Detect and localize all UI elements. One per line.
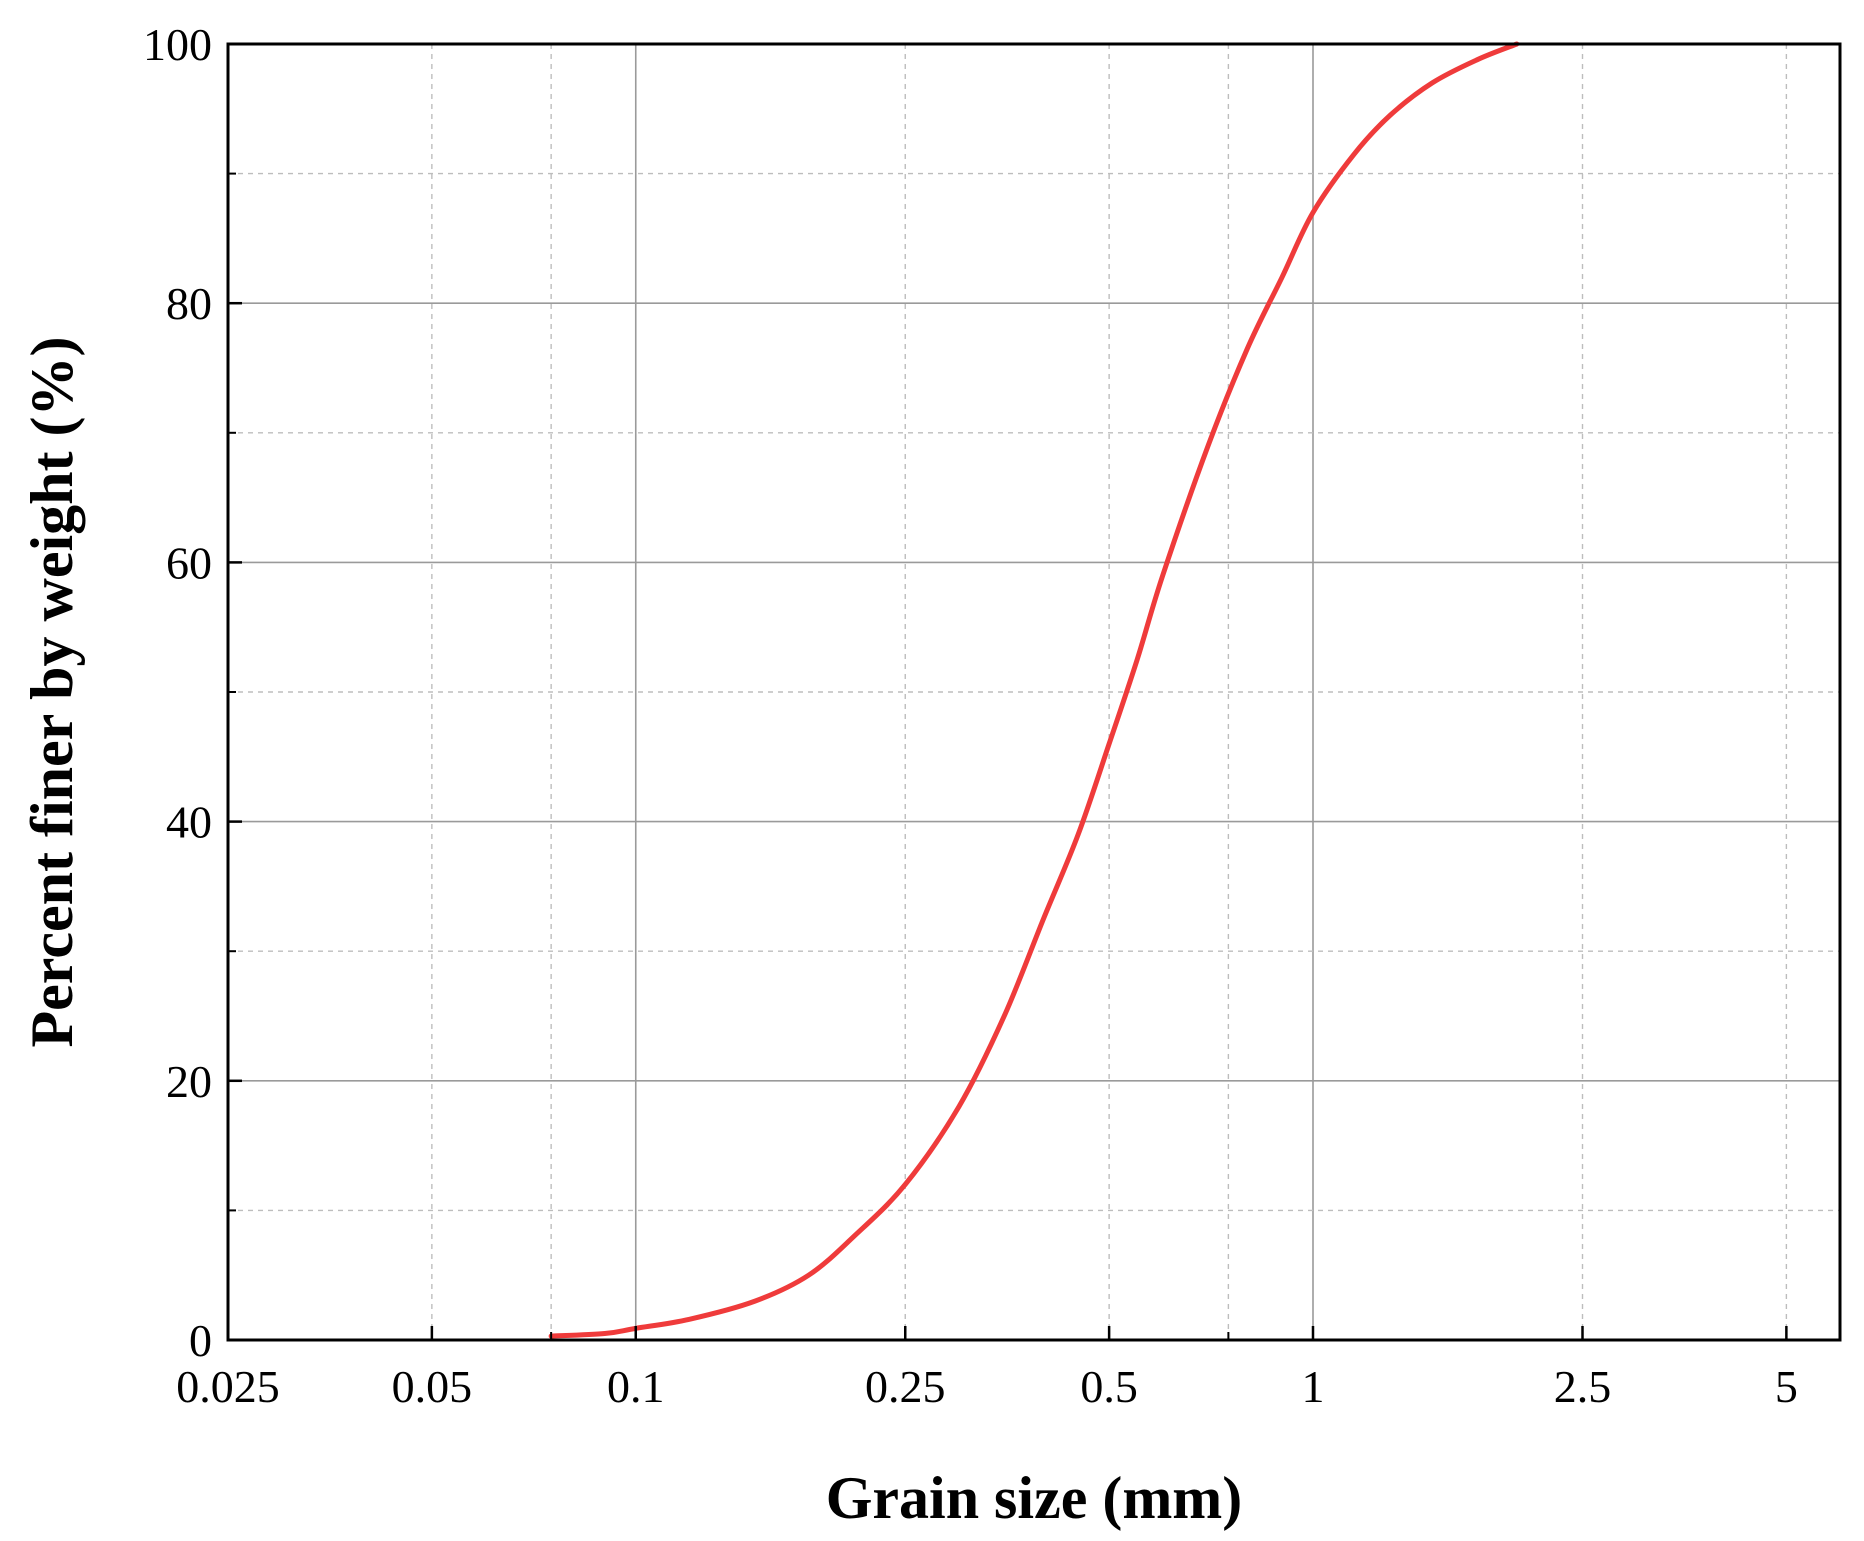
grid-layer: [228, 44, 1840, 1340]
y-tick-label: 0: [189, 1315, 212, 1366]
tick-label-layer: 0.025 0.05 0.1 0.25 0.5 1 2.5 5 0 20 40 60 80 100: [143, 19, 1798, 1412]
x-tick-label: 1: [1301, 1361, 1324, 1412]
y-tick-label: 60: [166, 537, 212, 588]
x-tick-label: 0.025: [176, 1361, 280, 1412]
x-tick-label: 0.05: [392, 1361, 473, 1412]
x-tick-label: 0.5: [1080, 1361, 1138, 1412]
tick-layer: [226, 42, 1788, 1342]
y-tick-label: 20: [166, 1056, 212, 1107]
y-tick-label: 40: [166, 797, 212, 848]
y-tick-label: 80: [166, 278, 212, 329]
grain-size-curve: [548, 41, 1520, 1339]
curve-layer: [548, 41, 1520, 1339]
y-axis-title: Percent finer by weight (%): [19, 337, 85, 1048]
y-tick-label: 100: [143, 19, 212, 70]
x-tick-label: 0.1: [607, 1361, 665, 1412]
x-tick-label: 0.25: [865, 1361, 946, 1412]
x-axis-title: Grain size (mm): [826, 1465, 1243, 1531]
x-tick-label: 2.5: [1554, 1361, 1612, 1412]
x-tick-label: 5: [1775, 1361, 1798, 1412]
